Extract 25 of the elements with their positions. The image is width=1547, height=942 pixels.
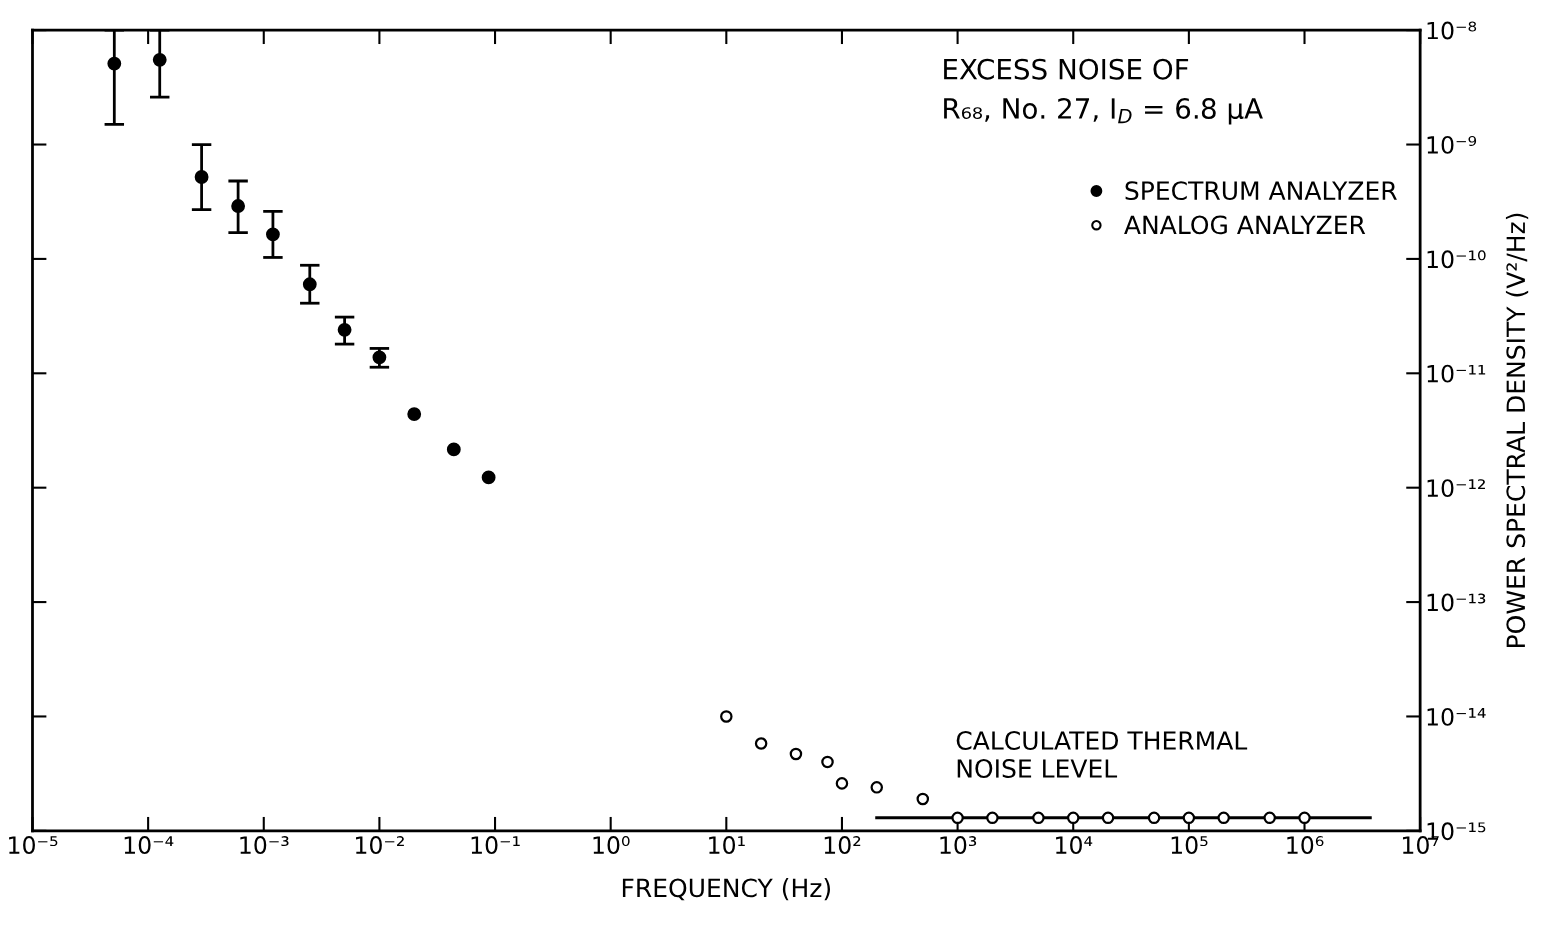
x-tick-label: 10⁻⁵ — [9, 836, 58, 854]
y-axis-title: POWER SPECTRAL DENSITY (V²/Hz) — [1505, 213, 1529, 647]
text: EXCESS NOISE OF R₆₈, No. 27, I$_{D}$ = 6.8 μA — [944, 58, 1263, 125]
annotation: CALCULATED THERMAL NOISE LEVEL — [956, 731, 1248, 778]
x-tick-label: 10⁻⁴ — [124, 836, 174, 854]
x-tick-label: 10¹ — [709, 836, 745, 854]
y-tick-label: 10⁻¹³ — [1427, 593, 1486, 612]
x-axis-title: FREQUENCY (Hz) — [622, 878, 831, 901]
legend-label: SPECTRUM ANALYZER — [1125, 181, 1397, 201]
legend-label: ANALOG ANALYZER — [1124, 215, 1366, 235]
x-tick-label: 10² — [824, 836, 861, 854]
x-tick-label: 10⁰ — [593, 836, 630, 854]
x-tick-label: 10³ — [940, 836, 977, 854]
y-tick-label: 10⁻¹¹ — [1427, 364, 1486, 383]
x-tick-label: 10⁻¹ — [471, 836, 520, 854]
x-tick-label: 10⁶ — [1287, 836, 1324, 854]
x-tick-label: 10⁻³ — [240, 836, 289, 854]
x-tick-label: 10⁵ — [1171, 836, 1208, 854]
y-tick-label: 10⁻¹⁴ — [1427, 707, 1486, 726]
x-tick-label: 10⁻² — [356, 836, 404, 854]
y-tick-label: 10⁻⁹ — [1427, 135, 1477, 154]
x-tick-label: 10⁴ — [1056, 836, 1093, 854]
y-tick-label: 10⁻¹⁰ — [1427, 250, 1486, 269]
y-tick-label: 10⁻⁸ — [1427, 21, 1477, 40]
y-tick-label: 10⁻¹² — [1427, 479, 1485, 497]
